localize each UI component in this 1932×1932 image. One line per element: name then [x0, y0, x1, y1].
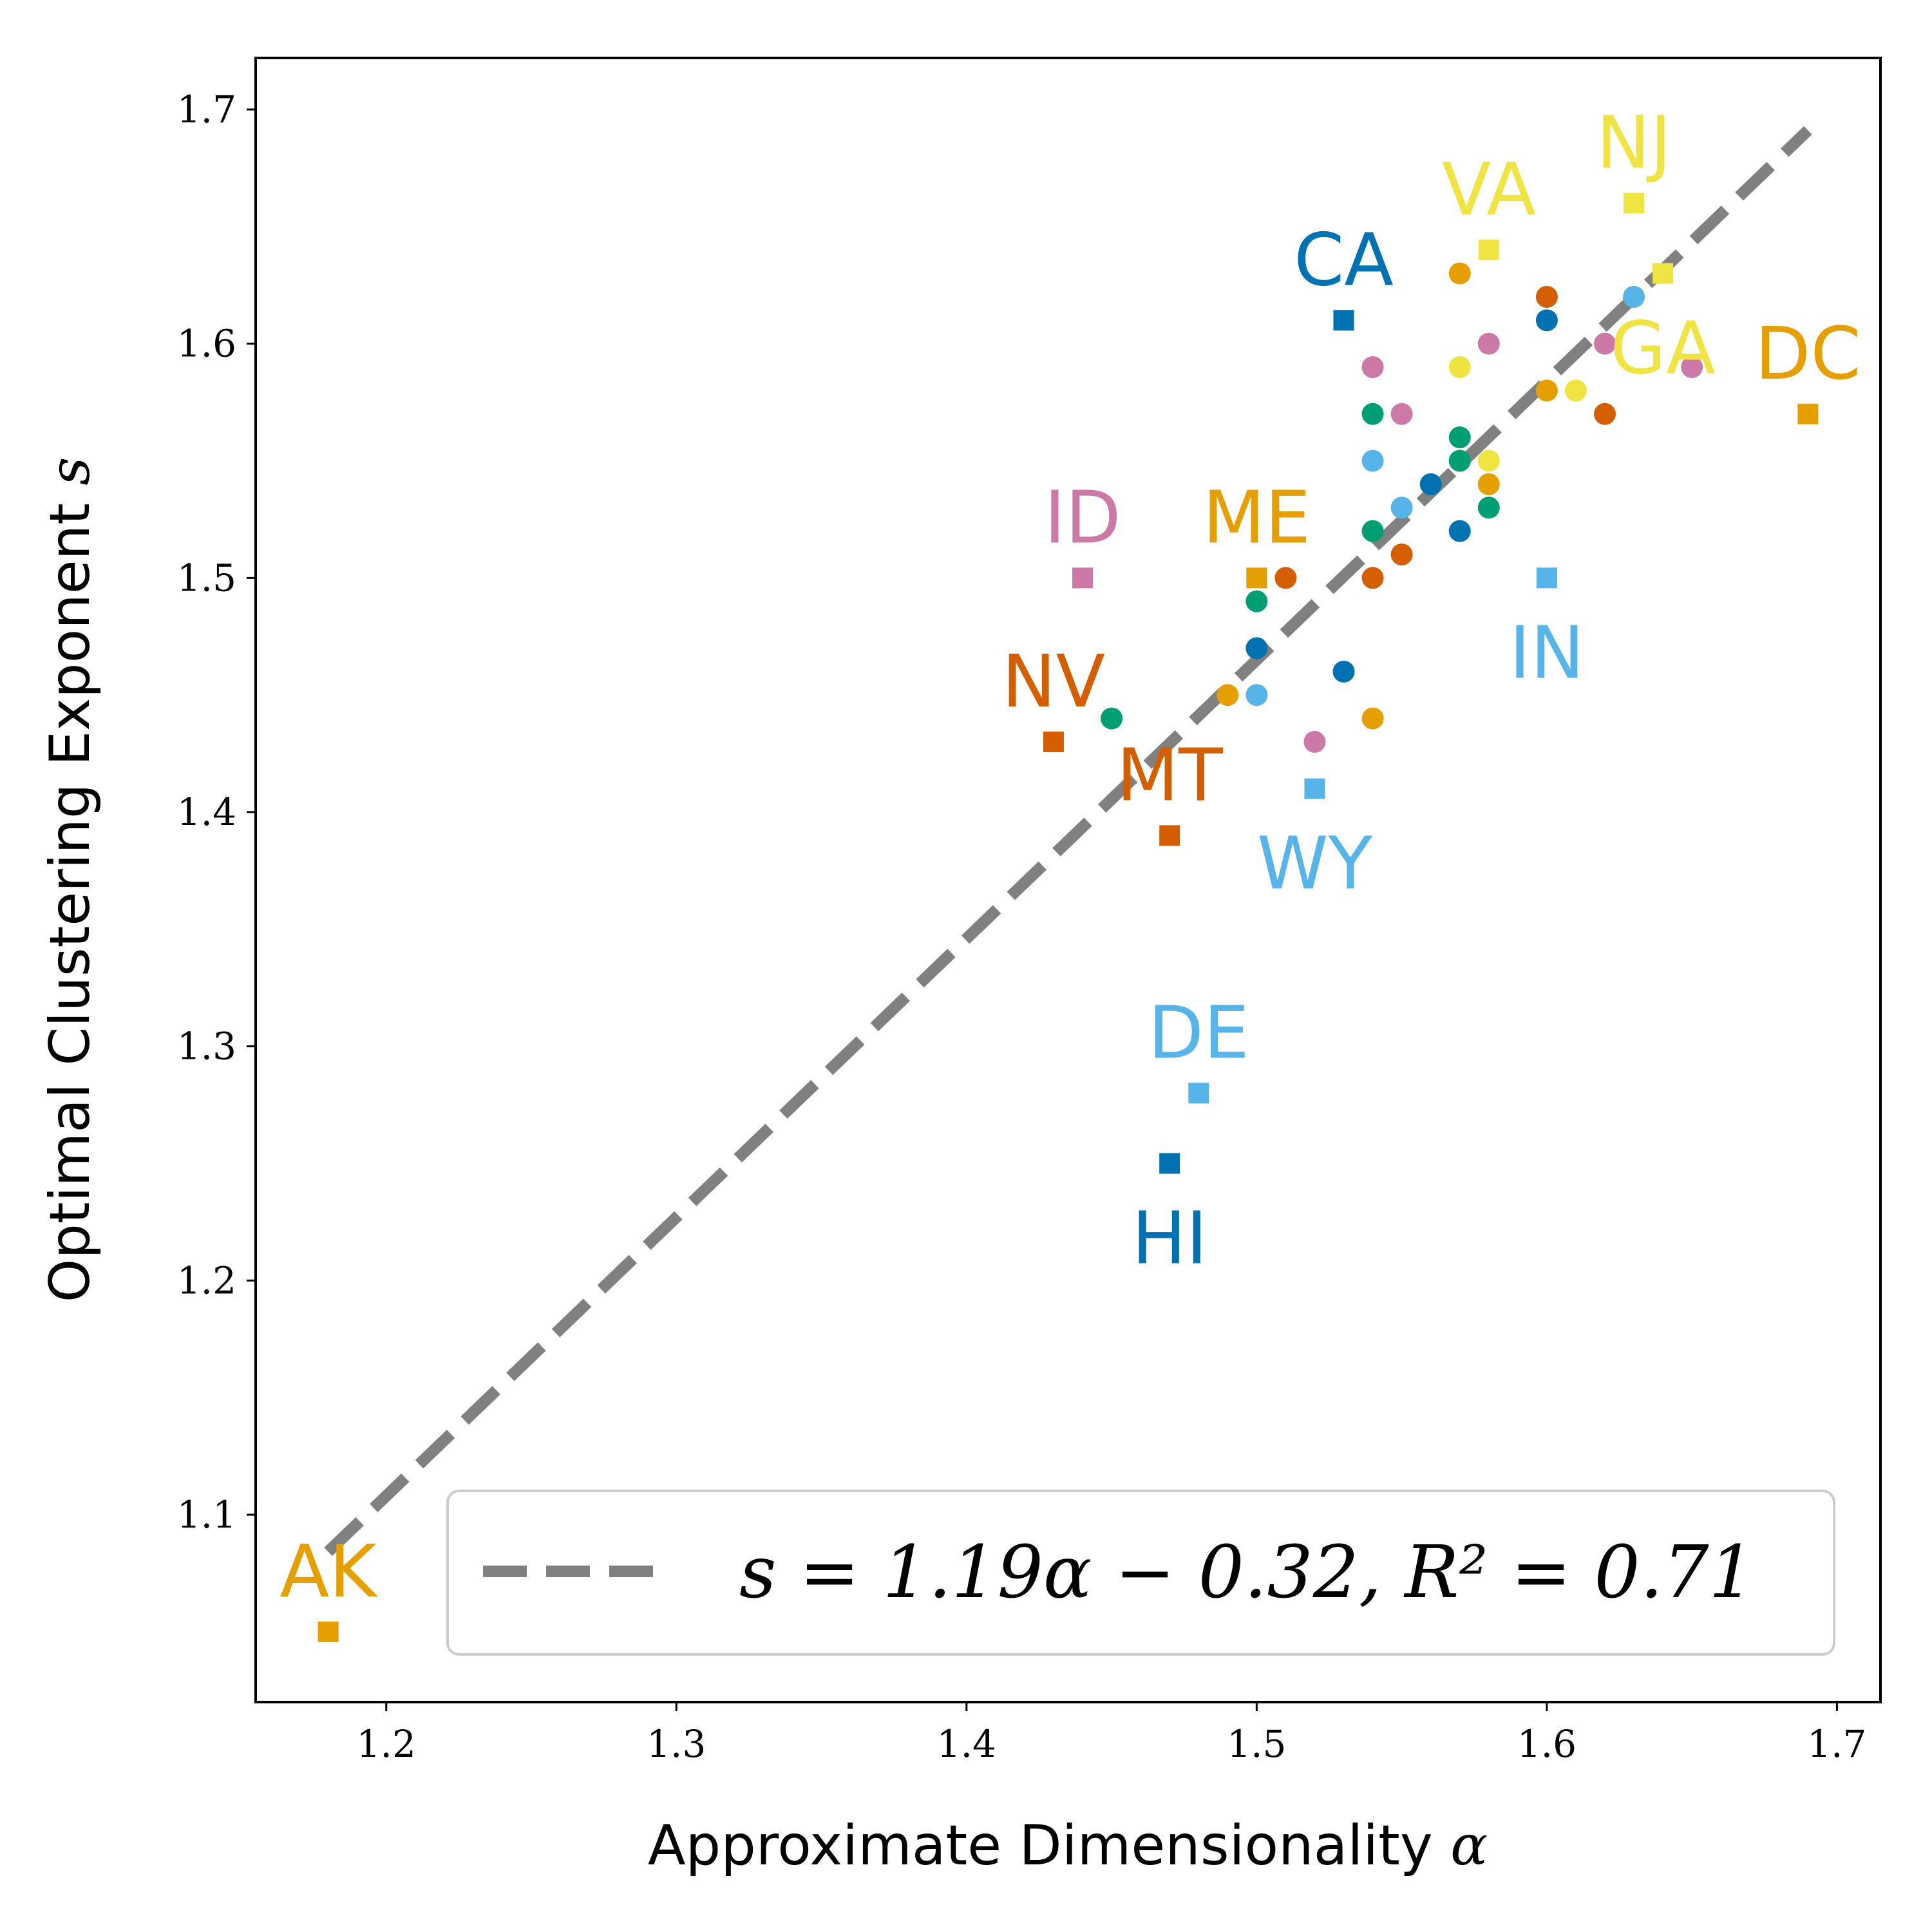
data-point [1245, 684, 1268, 706]
state-label-wy: WY [1257, 822, 1373, 906]
data-point [1477, 497, 1500, 519]
labeled-point-wy [1304, 778, 1325, 799]
y-axis-label: Optimal Clustering Exponent s [38, 457, 102, 1303]
state-label-nj: NJ [1596, 101, 1672, 185]
data-point [1245, 637, 1268, 659]
labeled-point-in [1536, 567, 1557, 589]
legend-label: s = 1.19α − 0.32, R² = 0.71 [739, 1531, 1755, 1615]
data-point [1390, 402, 1413, 425]
labeled-point-nj [1624, 193, 1645, 214]
state-label-hi: HI [1132, 1197, 1208, 1281]
data-point [1535, 285, 1558, 308]
state-label-id: ID [1044, 476, 1121, 560]
data-point [1274, 567, 1297, 589]
data-point [1332, 660, 1355, 683]
state-label-me: ME [1203, 476, 1311, 560]
data-point [1217, 684, 1239, 706]
data-point [1245, 590, 1268, 612]
legend: s = 1.19α − 0.32, R² = 0.71 [446, 1490, 1835, 1656]
x-tick-label: 1.6 [1517, 1722, 1577, 1766]
x-tick-label: 1.7 [1807, 1722, 1866, 1766]
data-point [1361, 402, 1384, 425]
state-label-va: VA [1442, 148, 1536, 232]
labeled-point-ca [1333, 310, 1354, 331]
x-tick-label: 1.3 [647, 1722, 706, 1766]
data-point [1361, 707, 1384, 730]
y-tick-label: 1.2 [177, 1258, 236, 1302]
data-point [1448, 356, 1471, 379]
data-point [1681, 356, 1703, 379]
labeled-point-hi [1159, 1153, 1180, 1174]
y-tick-label: 1.7 [177, 88, 236, 131]
labeled-point-id [1072, 567, 1094, 589]
labeled-point-dc [1797, 403, 1819, 424]
data-point [1101, 707, 1123, 730]
data-point [1477, 450, 1500, 472]
labeled-point-me [1246, 567, 1267, 589]
state-label-nv: NV [1002, 640, 1105, 724]
x-tick-label: 1.4 [937, 1722, 996, 1766]
data-point [1361, 450, 1384, 472]
data-point [1477, 332, 1500, 355]
data-point [1448, 520, 1471, 542]
state-label-ga: GA [1610, 307, 1715, 391]
y-tick-label: 1.4 [177, 790, 236, 834]
labeled-point-mt [1159, 825, 1180, 846]
data-point [1390, 543, 1413, 565]
data-point [1448, 450, 1471, 472]
data-point [1535, 309, 1558, 332]
data-point [1448, 426, 1471, 449]
data-point [1361, 356, 1384, 379]
data-point [1303, 730, 1326, 753]
y-tick-label: 1.3 [177, 1025, 236, 1068]
y-tick-label: 1.6 [177, 322, 236, 366]
labeled-point-nv [1043, 731, 1064, 752]
fit-line [324, 126, 1812, 1557]
data-point [1593, 402, 1616, 425]
data-point [1593, 332, 1616, 355]
data-point [1361, 520, 1384, 542]
x-axis-label: Approximate Dimensionality α [648, 1814, 1488, 1878]
data-point [1448, 262, 1471, 285]
state-label-ak: AK [280, 1530, 379, 1614]
x-tick-label: 1.2 [357, 1722, 416, 1766]
plot-frame [254, 57, 1882, 1703]
data-point [1623, 285, 1645, 308]
labeled-point-ga [1653, 263, 1674, 284]
y-tick-label: 1.1 [177, 1493, 236, 1537]
state-label-de: DE [1148, 991, 1249, 1075]
data-point [1390, 497, 1413, 519]
x-tick-label: 1.5 [1227, 1722, 1286, 1766]
data-point [1477, 473, 1500, 495]
state-label-dc: DC [1755, 312, 1861, 396]
data-point [1535, 379, 1558, 402]
state-label-in: IN [1509, 611, 1584, 695]
data-point [1564, 379, 1587, 402]
labeled-point-de [1188, 1083, 1209, 1104]
y-tick-label: 1.5 [177, 556, 236, 600]
data-point [1419, 473, 1442, 495]
legend-box [446, 1490, 1835, 1656]
labeled-point-ak [317, 1621, 339, 1642]
data-point [1361, 567, 1384, 589]
labeled-point-va [1478, 240, 1499, 261]
state-label-ca: CA [1294, 218, 1394, 302]
state-label-mt: MT [1117, 734, 1224, 817]
